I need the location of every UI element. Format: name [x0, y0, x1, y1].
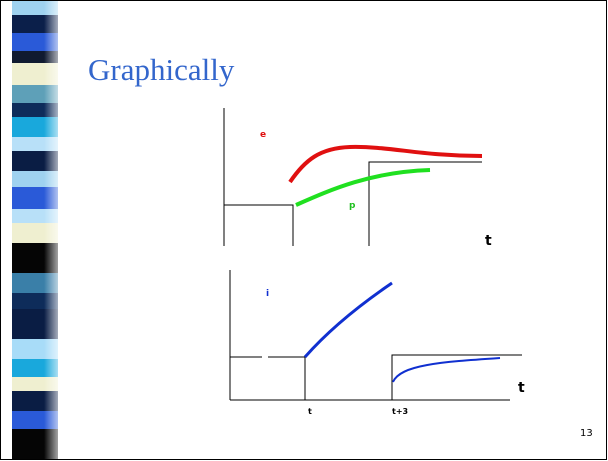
curve-e [288, 144, 483, 184]
curve-i [303, 281, 393, 358]
curve-i-after [392, 357, 501, 383]
time-mark: t+3 [392, 407, 408, 416]
decor-stripe [12, 1, 66, 459]
slide-title: Graphically [88, 52, 235, 87]
label-p: p [349, 201, 356, 211]
page-number: 13 [580, 428, 593, 439]
axis-label-t: t [518, 380, 525, 396]
axis-label-t: t [485, 233, 492, 249]
label-e: e [260, 130, 266, 140]
time-mark: t [308, 407, 312, 416]
curve-p [295, 168, 431, 207]
label-i: i [266, 289, 269, 299]
top-graph [223, 108, 483, 246]
bottom-graph [229, 270, 522, 401]
